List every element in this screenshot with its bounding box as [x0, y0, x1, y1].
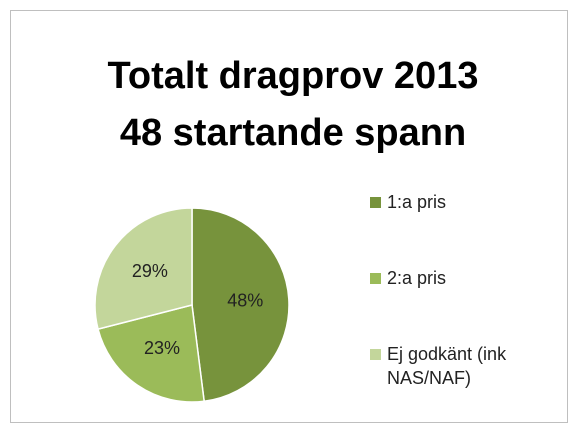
legend-item: 2:a pris: [370, 266, 537, 290]
legend-item: 1:a pris: [370, 190, 537, 214]
legend-label: Ej godkänt (ink NAS/NAF): [387, 344, 507, 388]
chart-border: [10, 10, 568, 423]
data-label: 23%: [144, 338, 180, 358]
pie-slice: [94, 207, 193, 331]
data-label: 29%: [132, 261, 168, 281]
chart-title: Totalt dragprov 2013: [108, 55, 479, 97]
legend-swatch: [370, 273, 381, 284]
pie-slice: [191, 207, 290, 403]
data-label: 48%: [227, 290, 263, 310]
chart-title: 48 startande spann: [120, 112, 466, 154]
legend-item: Ej godkänt (ink NAS/NAF): [370, 342, 537, 390]
legend-label: 2:a pris: [387, 268, 447, 288]
legend-swatch: [370, 349, 381, 360]
pie-slice: [97, 304, 205, 403]
legend-label: 1:a pris: [387, 192, 447, 212]
legend-swatch: [370, 197, 381, 208]
